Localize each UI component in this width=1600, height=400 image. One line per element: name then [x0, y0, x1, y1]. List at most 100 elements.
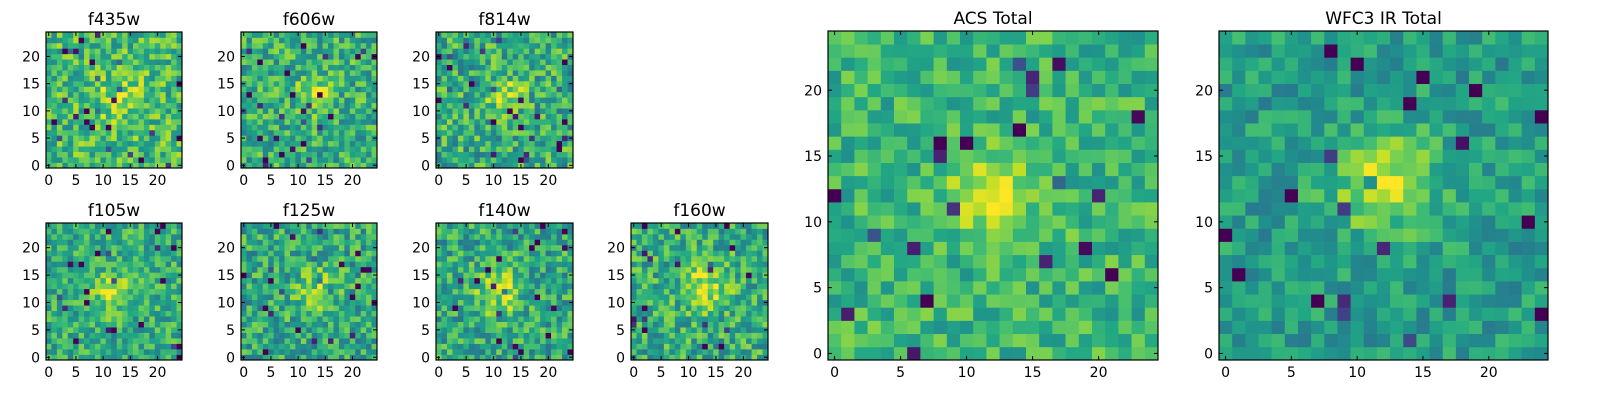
heatmap-cell	[1012, 215, 1027, 229]
heatmap-cell	[279, 310, 285, 317]
heatmap-cell	[556, 316, 563, 322]
heatmap-cell	[680, 327, 687, 333]
heatmap-cell	[279, 244, 285, 251]
heatmap-cell	[751, 354, 758, 361]
x-tick-label: 5	[71, 173, 80, 189]
heatmap-cell	[94, 294, 101, 301]
heatmap-cell	[84, 283, 90, 290]
heatmap-cell	[311, 119, 318, 125]
heatmap-cell	[338, 316, 345, 322]
heatmap-cell	[246, 119, 253, 125]
heatmap-cell	[160, 32, 167, 38]
heatmap-cell	[160, 102, 167, 109]
heatmap-cell	[680, 239, 687, 246]
heatmap-cell	[349, 113, 356, 120]
heatmap-cell	[946, 215, 961, 229]
heatmap-cell	[496, 108, 503, 114]
heatmap-cell	[322, 113, 329, 120]
heatmap-cell	[333, 140, 340, 147]
heatmap-cell	[534, 343, 541, 350]
heatmap-cell	[338, 32, 345, 38]
heatmap-cell	[78, 70, 85, 76]
heatmap-cell	[165, 316, 172, 322]
heatmap-cell	[545, 288, 552, 295]
heatmap-cell	[311, 244, 318, 251]
heatmap-cell	[523, 59, 530, 65]
heatmap-cell	[973, 294, 987, 308]
heatmap-cell	[360, 157, 367, 163]
heatmap-cell	[328, 255, 334, 262]
heatmap-cell	[284, 343, 291, 350]
heatmap-cell	[289, 250, 296, 257]
heatmap-cell	[545, 316, 552, 322]
heatmap-cell	[62, 146, 69, 153]
heatmap-cell	[122, 250, 128, 257]
heatmap-cell	[279, 53, 285, 60]
heatmap-cell	[100, 146, 107, 153]
heatmap-cell	[729, 283, 736, 290]
heatmap-cell	[735, 233, 741, 240]
heatmap-cell	[322, 151, 329, 158]
heatmap-cell	[1144, 162, 1159, 177]
heatmap-cell	[122, 32, 128, 38]
heatmap-cell	[251, 64, 258, 71]
heatmap-cell	[165, 37, 172, 44]
heatmap-cell	[718, 288, 725, 295]
heatmap-cell	[556, 299, 563, 306]
heatmap-cell	[729, 343, 736, 350]
heatmap-cell	[300, 151, 307, 158]
heatmap-cell	[441, 283, 448, 290]
heatmap-cell	[523, 261, 530, 268]
heatmap-cell	[171, 64, 177, 71]
heatmap-cell	[122, 223, 128, 229]
heatmap-cell	[317, 288, 323, 295]
heatmap-cell	[1012, 346, 1027, 361]
heatmap-cell	[67, 354, 74, 361]
heatmap-cell	[551, 135, 557, 142]
heatmap-cell	[289, 162, 296, 169]
heatmap-cell	[73, 129, 79, 136]
heatmap-cell	[691, 310, 698, 317]
heatmap-cell	[165, 272, 172, 279]
heatmap-cell	[735, 261, 741, 268]
heatmap-cell	[718, 239, 725, 246]
heatmap-cell	[360, 135, 367, 142]
heatmap-cell	[246, 64, 253, 71]
heatmap-cell	[507, 97, 514, 104]
heatmap-cell	[317, 228, 323, 235]
heatmap-cell	[160, 129, 167, 136]
heatmap-cell	[56, 233, 63, 240]
heatmap-cell	[67, 162, 74, 169]
heatmap-cell	[512, 288, 519, 295]
heatmap-cell	[160, 277, 167, 284]
y-tick-label: 15	[22, 77, 40, 93]
heatmap-cell	[746, 261, 752, 268]
heatmap-cell	[751, 343, 758, 350]
heatmap-cells-f140w	[436, 223, 574, 361]
heatmap-cell	[138, 91, 145, 98]
heatmap-cell	[138, 244, 145, 251]
heatmap-cell	[100, 332, 107, 339]
heatmap-cell	[669, 283, 676, 290]
heatmap-cell	[349, 108, 356, 114]
heatmap-cell	[828, 162, 842, 177]
heatmap-cell	[89, 86, 96, 93]
heatmap-cell	[490, 86, 497, 93]
heatmap-cell	[355, 327, 362, 333]
heatmap-cell	[371, 294, 378, 301]
heatmap-cell	[262, 86, 269, 93]
heatmap-cell	[556, 80, 563, 87]
heatmap-cell	[867, 215, 882, 229]
heatmap-cell	[149, 157, 156, 163]
heatmap-cell	[485, 327, 492, 333]
heatmap-cell	[246, 250, 253, 257]
heatmap-cell	[490, 157, 497, 163]
heatmap-cell	[284, 113, 291, 120]
heatmap-cell	[105, 288, 112, 295]
heatmap-cell	[468, 233, 475, 240]
heatmap-cell	[946, 307, 961, 321]
heatmap-cell	[138, 64, 145, 71]
heatmap-cell	[322, 283, 329, 290]
heatmap-cell	[105, 338, 112, 344]
heatmap-cell	[713, 321, 720, 328]
